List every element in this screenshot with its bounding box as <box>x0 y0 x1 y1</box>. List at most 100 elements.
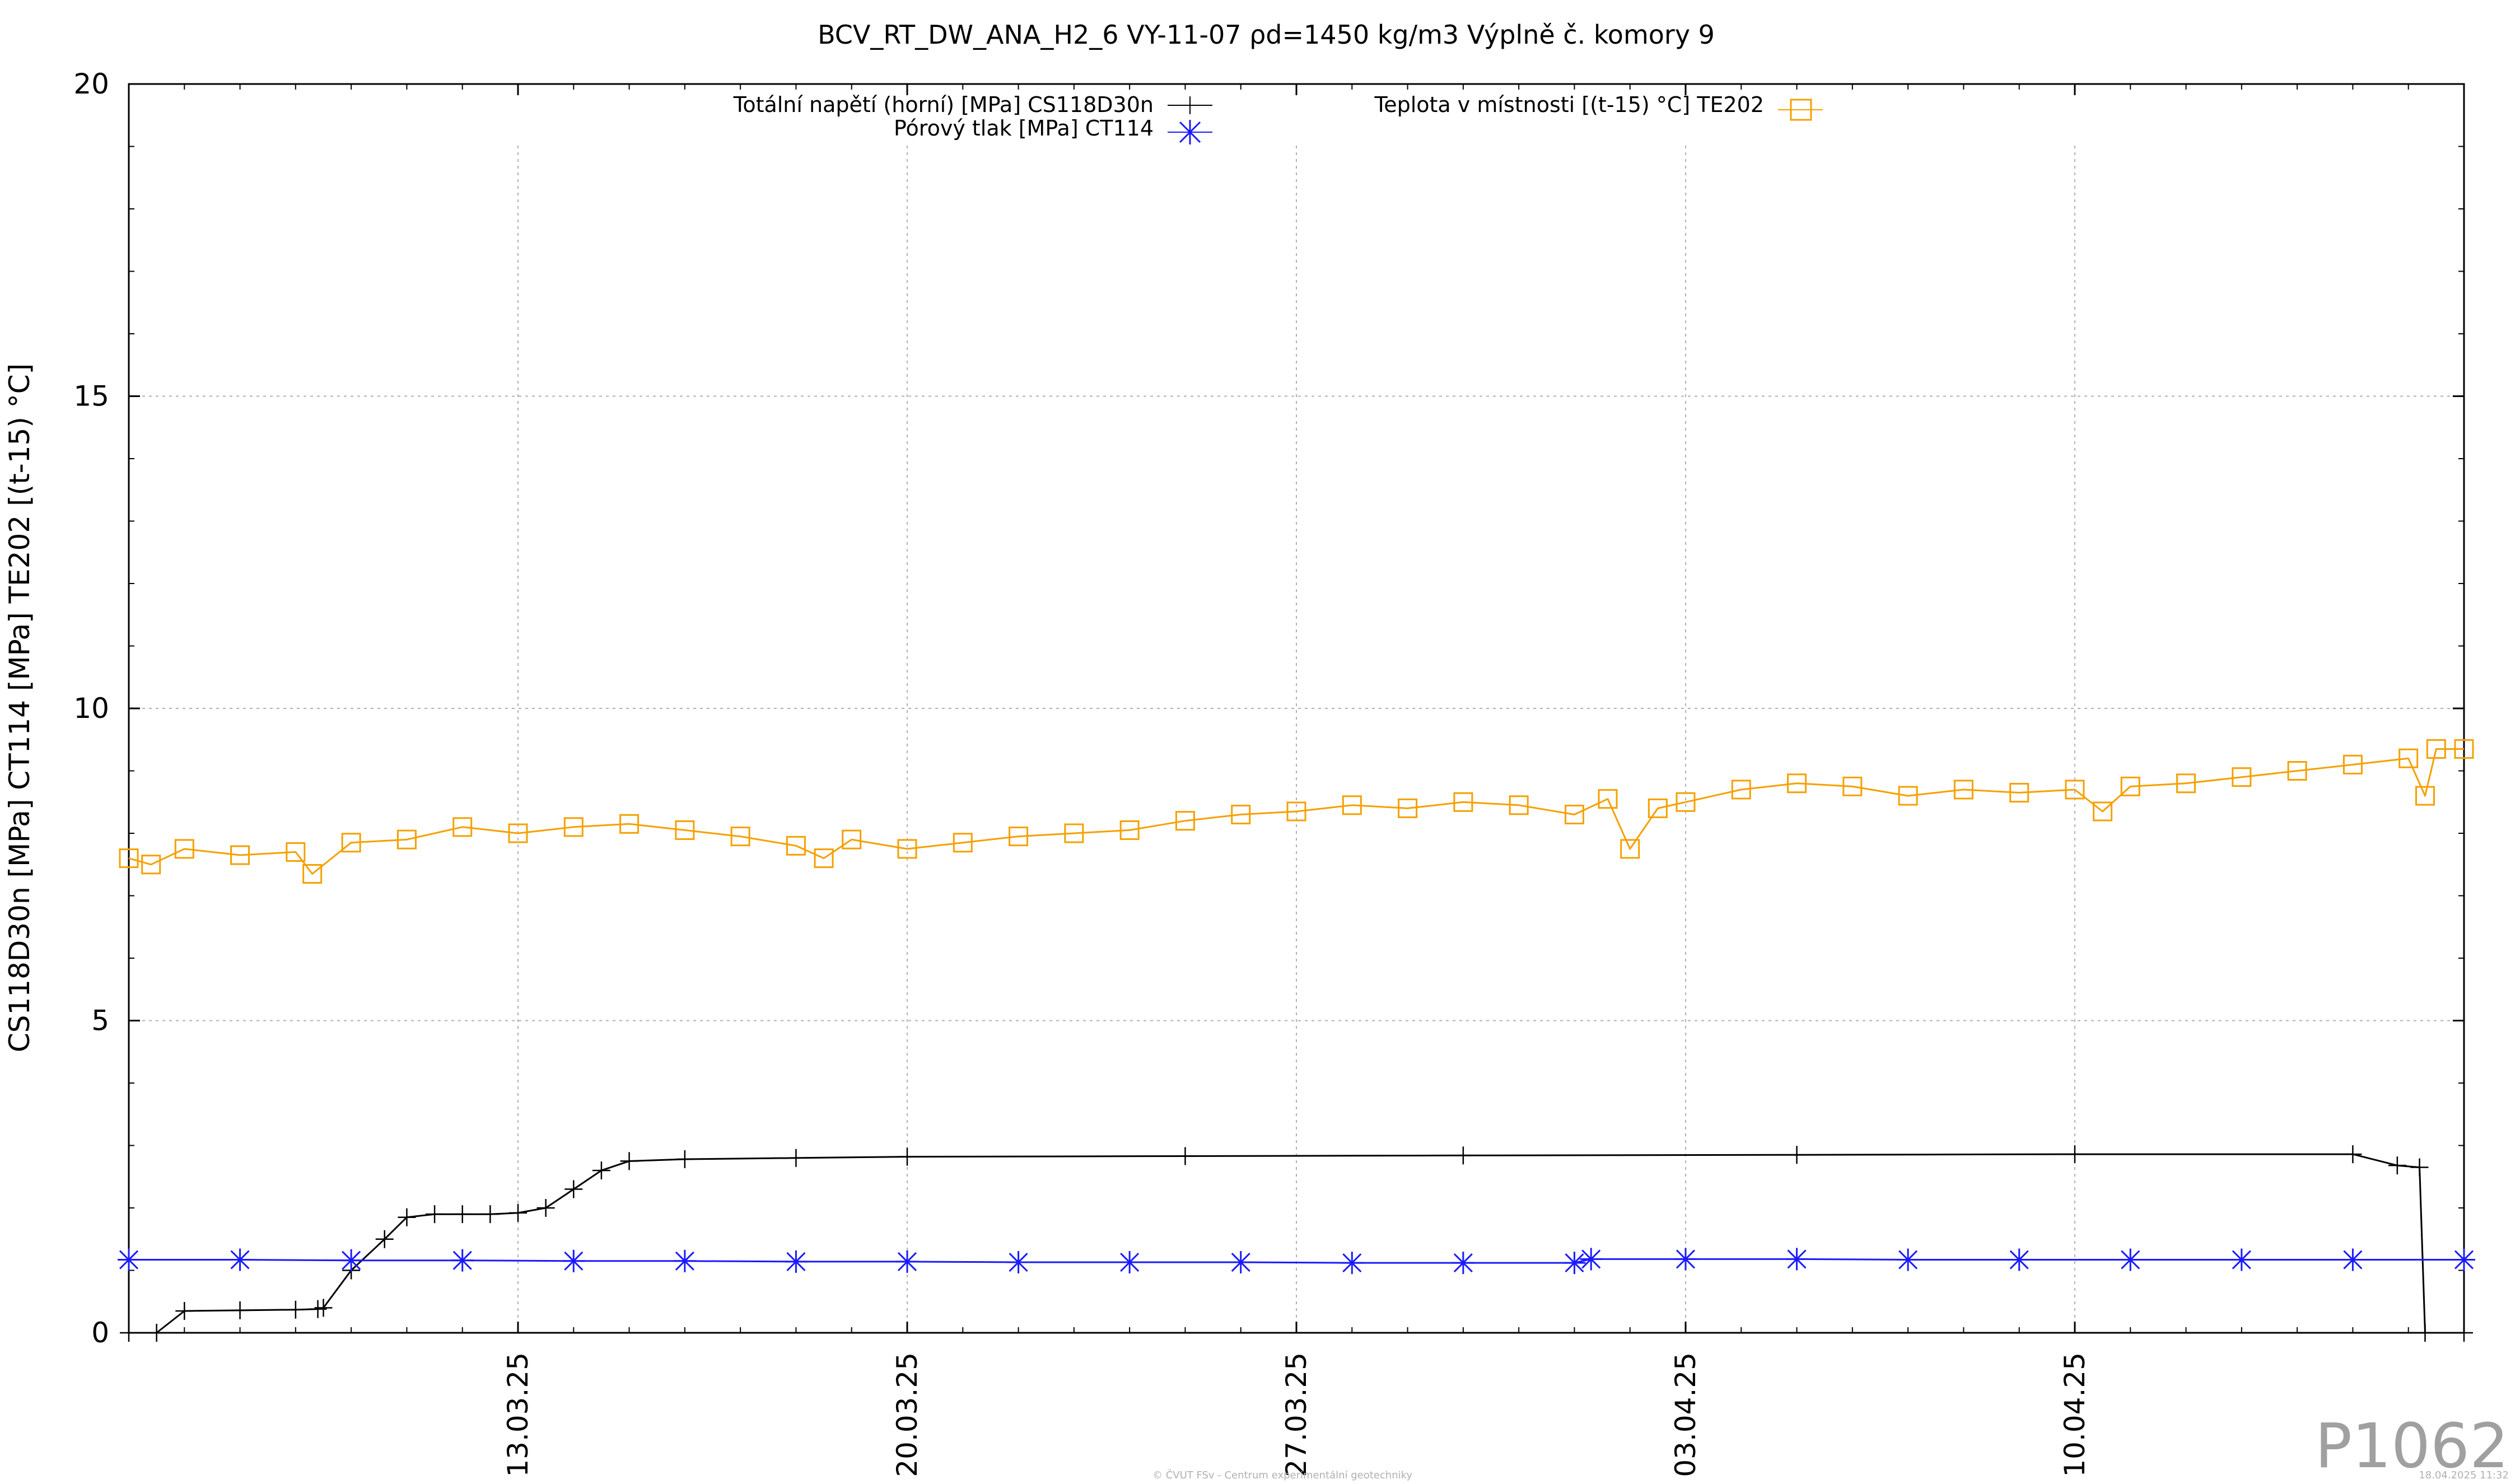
marker-te202 <box>786 836 806 856</box>
marker-te202 <box>1598 789 1618 809</box>
marker-te202 <box>508 823 528 843</box>
legend-label-cs118d30n: Totální napětí (horní) [MPa] CS118D30n <box>733 92 1154 117</box>
marker-ct114 <box>896 1250 918 1273</box>
marker-ct114 <box>1563 1252 1586 1275</box>
marker-ct114 <box>2008 1248 2031 1271</box>
marker-te202 <box>842 829 862 850</box>
marker-te202 <box>341 833 361 853</box>
marker-te202 <box>302 864 323 884</box>
marker-te202 <box>814 848 834 869</box>
marker-te202 <box>1175 811 1195 831</box>
marker-cs118d30n <box>1176 1147 1194 1165</box>
marker-ct114 <box>1452 1252 1474 1275</box>
line-ct114 <box>129 1258 2464 1264</box>
marker-cs118d30n <box>120 1324 138 1342</box>
marker-te202 <box>1620 839 1640 859</box>
marker-ct114 <box>1897 1248 1920 1271</box>
marker-ct114 <box>673 1249 696 1272</box>
marker-cs118d30n <box>2344 1145 2362 1164</box>
y-tick-label: 5 <box>91 1005 109 1037</box>
marker-te202 <box>2398 748 2419 768</box>
marker-te202 <box>730 827 750 847</box>
y-tick-label: 10 <box>73 692 109 725</box>
marker-cs118d30n <box>309 1300 327 1318</box>
x-tick-label: 13.03.25 <box>502 1352 534 1477</box>
marker-ct114 <box>1785 1248 1808 1271</box>
marker-te202 <box>563 817 584 837</box>
marker-ct114 <box>1118 1251 1141 1274</box>
marker-cs118d30n <box>231 1301 249 1319</box>
marker-te202 <box>286 842 306 862</box>
marker-cs118d30n <box>453 1205 472 1224</box>
marker-te202 <box>452 817 473 837</box>
marker-cs118d30n <box>898 1147 916 1166</box>
marker-te202 <box>953 833 973 853</box>
marker-cs118d30n <box>398 1208 416 1226</box>
x-tick-label: 20.03.25 <box>891 1352 923 1477</box>
marker-cs118d30n <box>1454 1146 1472 1165</box>
marker-te202 <box>1509 795 1529 815</box>
marker-te202 <box>2426 739 2446 759</box>
marker-te202 <box>2342 754 2363 774</box>
marker-ct114 <box>340 1249 363 1272</box>
marker-te202 <box>1286 801 1306 822</box>
marker-cs118d30n <box>481 1205 500 1224</box>
marker-te202 <box>619 814 640 834</box>
y-tick-label: 20 <box>73 68 109 100</box>
marker-te202 <box>1676 792 1696 812</box>
marker-ct114 <box>2230 1248 2253 1271</box>
marker-te202 <box>396 829 417 850</box>
marker-te202 <box>897 839 917 859</box>
marker-ct114 <box>1007 1251 1030 1274</box>
marker-ct114 <box>1674 1248 1697 1271</box>
marker-te202 <box>1009 827 1029 847</box>
series-markers <box>118 739 2475 1342</box>
legend: Totální napětí (horní) [MPa] CS118D30n P… <box>733 92 1823 144</box>
marker-te202 <box>1731 780 1751 800</box>
marker-te202 <box>2415 786 2435 806</box>
marker-cs118d30n <box>536 1199 555 1217</box>
legend-label-te202: Teplota v místnosti [(t-15) °C] TE202 <box>1374 92 1764 117</box>
marker-te202 <box>2232 767 2252 787</box>
marker-te202 <box>2009 783 2029 803</box>
marker-cs118d30n <box>592 1161 610 1180</box>
legend-symbol-cs118d30n <box>1168 96 1212 114</box>
marker-cs118d30n <box>2388 1156 2406 1175</box>
marker-cs118d30n <box>564 1180 583 1198</box>
marker-ct114 <box>1229 1251 1252 1274</box>
marker-te202 <box>2093 801 2113 822</box>
marker-ct114 <box>451 1249 474 1272</box>
marker-te202 <box>174 839 194 859</box>
marker-cs118d30n <box>2416 1324 2434 1342</box>
marker-cs118d30n <box>509 1203 527 1222</box>
marker-ct114 <box>2119 1248 2142 1271</box>
legend-symbol-te202 <box>1778 99 1823 121</box>
marker-te202 <box>1453 792 1473 812</box>
marker-cs118d30n <box>2410 1158 2429 1177</box>
marker-cs118d30n <box>375 1230 394 1248</box>
marker-te202 <box>1119 820 1140 840</box>
x-tick-label: 10.04.25 <box>2059 1352 2091 1477</box>
x-tick-label: 03.04.25 <box>1669 1352 1702 1477</box>
marker-te202 <box>2065 780 2085 800</box>
marker-ct114 <box>1580 1248 1603 1271</box>
marker-cs118d30n <box>426 1205 444 1224</box>
marker-ct114 <box>562 1249 585 1272</box>
axis-ticks: 0 5 10 15 20 13.03.25 20.03.25 27.03.25 03.04.25… <box>73 68 2465 1477</box>
marker-cs118d30n <box>147 1324 166 1342</box>
watermark-code: P1062 <box>2315 1410 2509 1482</box>
marker-te202 <box>230 845 250 865</box>
y-axis-label: CS118D30n [MPa] CT114 [MPa] TE202 [(t-15… <box>3 363 36 1052</box>
marker-cs118d30n <box>2455 1324 2473 1342</box>
marker-te202 <box>1342 795 1362 815</box>
marker-te202 <box>1398 798 1418 818</box>
marker-ct114 <box>2453 1248 2475 1271</box>
legend-label-ct114: Pórový tlak [MPa] CT114 <box>894 116 1154 141</box>
marker-te202 <box>1648 798 1668 818</box>
marker-te202 <box>2454 739 2474 759</box>
marker-te202 <box>141 855 161 875</box>
grid <box>129 146 2464 1333</box>
marker-cs118d30n <box>2066 1145 2084 1164</box>
marker-ct114 <box>785 1250 808 1273</box>
